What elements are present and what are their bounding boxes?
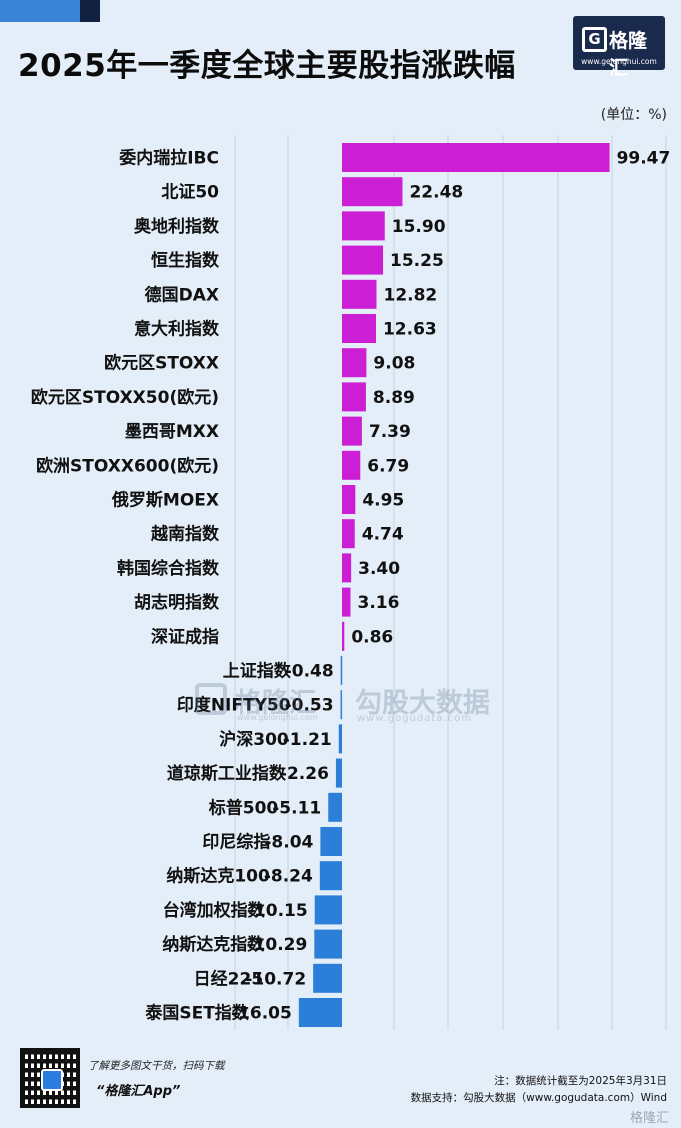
category-label: 意大利指数 bbox=[134, 319, 220, 340]
value-label: 22.48 bbox=[409, 183, 463, 203]
value-label: 0.86 bbox=[351, 627, 393, 647]
value-label: 15.25 bbox=[390, 251, 444, 271]
value-label: -8.04 bbox=[264, 833, 313, 853]
bar-chart: 委内瑞拉IBC 99.47 北证50 22.48 奥地利指数 15.90 恒生指数 15.25… bbox=[31, 135, 671, 1030]
value-label: -8.24 bbox=[264, 867, 313, 887]
category-label: 欧元区STOXX50(欧元) bbox=[31, 387, 219, 408]
value-label: -16.05 bbox=[231, 1004, 292, 1024]
category-label: 上证指数 bbox=[223, 661, 292, 682]
value-label: -10.72 bbox=[245, 969, 306, 989]
value-label: -10.29 bbox=[246, 935, 307, 955]
value-label: 15.90 bbox=[392, 217, 446, 237]
category-label: 委内瑞拉IBC bbox=[118, 148, 219, 169]
category-label: 标普500 bbox=[209, 797, 279, 818]
category-label: 泰国SET指数 bbox=[145, 1003, 249, 1024]
value-label: 8.89 bbox=[373, 388, 415, 408]
category-label: 印尼综指 bbox=[202, 832, 270, 853]
qr-code-icon[interactable] bbox=[20, 1048, 80, 1108]
bar bbox=[342, 587, 351, 617]
category-label: 墨西哥MXX bbox=[125, 422, 219, 442]
bar bbox=[342, 314, 376, 343]
footer-app-name: “格隆汇App” bbox=[96, 1084, 181, 1099]
bar bbox=[298, 998, 342, 1027]
bar bbox=[342, 245, 384, 275]
bar bbox=[342, 279, 377, 309]
bar bbox=[342, 553, 352, 583]
bar bbox=[319, 861, 342, 891]
unit-label: (单位：%) bbox=[600, 107, 667, 123]
logo-name: 格隆汇 bbox=[609, 30, 648, 79]
value-label: 3.16 bbox=[358, 593, 400, 613]
value-label: 12.63 bbox=[383, 320, 437, 340]
bar bbox=[313, 963, 342, 993]
value-label: -0.48 bbox=[285, 662, 334, 682]
bar bbox=[342, 519, 355, 549]
footer-note: 注：数据统计截至为2025年3月31日 数据支持：勾股大数据（www.gogud… bbox=[411, 1073, 667, 1107]
logo-url: www.gelonghui.com bbox=[581, 57, 657, 66]
value-label: -5.11 bbox=[272, 798, 321, 818]
category-label: 北证50 bbox=[161, 183, 219, 203]
bar bbox=[342, 416, 362, 446]
bar bbox=[342, 485, 356, 514]
bar bbox=[340, 656, 343, 685]
category-label: 纳斯达克100 bbox=[166, 866, 270, 887]
category-label: 奥地利指数 bbox=[134, 216, 220, 237]
bar bbox=[342, 621, 345, 651]
category-label: 越南指数 bbox=[150, 524, 220, 545]
footer-note-date: 注：数据统计截至为2025年3月31日 bbox=[494, 1075, 667, 1087]
category-label: 韩国综合指数 bbox=[117, 558, 220, 579]
logo-g-icon: G bbox=[582, 27, 607, 52]
bar bbox=[328, 792, 342, 822]
value-label: -0.53 bbox=[285, 696, 334, 716]
bar bbox=[335, 758, 342, 788]
bar bbox=[342, 211, 385, 241]
footer-cta: 了解更多图文干货，扫码下载 bbox=[88, 1060, 225, 1072]
bar bbox=[342, 348, 367, 378]
value-label: 7.39 bbox=[369, 422, 411, 442]
bar bbox=[320, 827, 342, 856]
category-label: 日经225 bbox=[194, 968, 264, 989]
page-title: 2025年一季度全球主要股指涨跌幅 bbox=[18, 48, 516, 84]
value-label: 12.82 bbox=[383, 285, 437, 305]
bar bbox=[342, 177, 403, 207]
category-label: 德国DAX bbox=[145, 284, 219, 305]
value-label: -2.26 bbox=[280, 764, 329, 784]
value-label: 9.08 bbox=[373, 354, 415, 374]
gelonghui-logo: G 格隆汇 www.gelonghui.com bbox=[573, 16, 665, 79]
bar bbox=[342, 382, 366, 412]
category-label: 俄罗斯MOEX bbox=[111, 490, 219, 511]
bar bbox=[342, 450, 361, 480]
footer-brand-mark: 格隆汇 bbox=[629, 1111, 669, 1126]
category-label: 深证成指 bbox=[151, 626, 219, 647]
category-label: 纳斯达克指数 bbox=[162, 934, 265, 955]
category-label: 沪深300 bbox=[219, 729, 289, 750]
bar bbox=[340, 690, 343, 720]
category-label: 欧元区STOXX bbox=[104, 353, 219, 374]
category-label: 印度NIFTY50 bbox=[177, 695, 291, 716]
bar bbox=[314, 929, 342, 959]
category-label: 欧洲STOXX600(欧元) bbox=[36, 455, 219, 476]
value-label: 6.79 bbox=[367, 456, 409, 476]
category-label: 道琼斯工业指数 bbox=[167, 763, 287, 784]
value-label: 3.40 bbox=[358, 559, 400, 579]
category-label: 恒生指数 bbox=[151, 250, 220, 271]
value-label: 4.74 bbox=[362, 525, 404, 545]
bar bbox=[314, 895, 342, 925]
footer-note-source: 数据支持：勾股大数据（www.gogudata.com）Wind bbox=[410, 1092, 667, 1104]
bar bbox=[342, 143, 610, 172]
value-label: -10.15 bbox=[247, 901, 308, 921]
value-label: 4.95 bbox=[362, 491, 404, 511]
bar bbox=[338, 724, 342, 754]
top-accent-bar bbox=[0, 0, 100, 22]
value-label: 99.47 bbox=[617, 149, 671, 169]
category-label: 胡志明指数 bbox=[134, 592, 220, 613]
value-label: -1.21 bbox=[283, 730, 332, 750]
category-label: 台湾加权指数 bbox=[163, 900, 266, 921]
